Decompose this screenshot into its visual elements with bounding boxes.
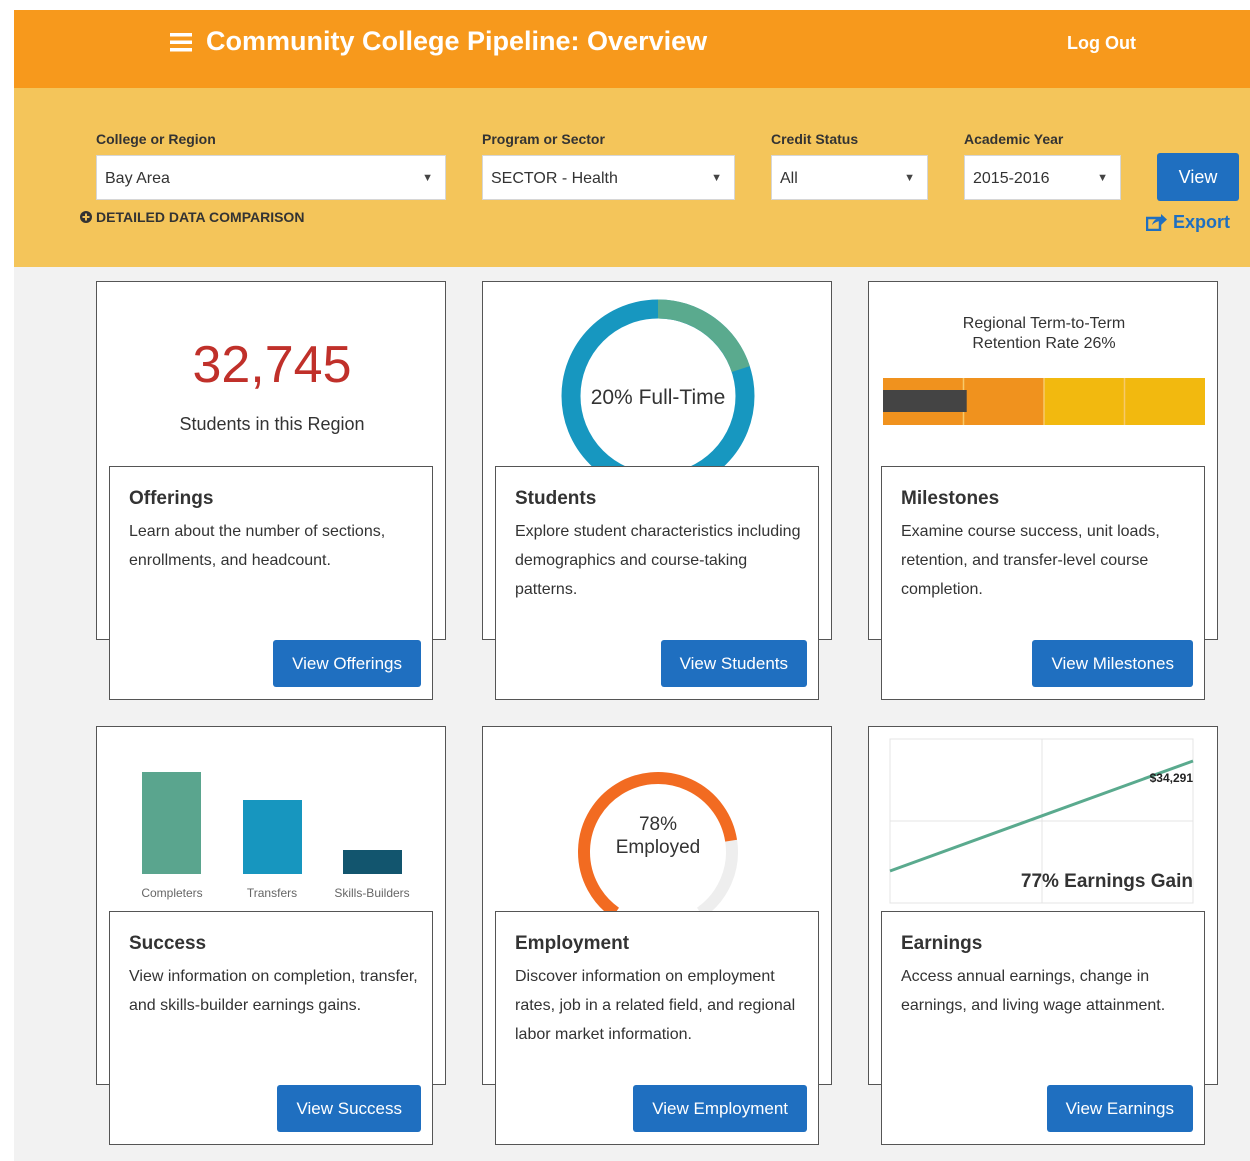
gauge-value (578, 772, 738, 912)
card-panel: Success View information on completion, t… (109, 911, 433, 1145)
gauge-track (696, 839, 738, 912)
card-button[interactable]: View Students (660, 640, 807, 687)
card-visual: Regional Term-to-Term Retention Rate 26% (883, 315, 1205, 425)
gauge-label: 78% Employed (615, 814, 701, 858)
bar-label: Skills-Builders (334, 886, 409, 900)
card-visual: 78% Employed (578, 772, 738, 912)
card-panel: Milestones Examine course success, unit l… (881, 466, 1205, 700)
card-title: Employment (515, 933, 630, 954)
bar-icon (343, 850, 402, 874)
export-icon[interactable] (1146, 213, 1168, 231)
bar-label: Completers (141, 886, 202, 900)
donut-label: 20% Full-Time (591, 386, 726, 409)
menu-icon[interactable] (170, 32, 194, 54)
app-title: Community College Pipeline: Overview (206, 26, 708, 56)
filter-value: 2015-2016 (973, 170, 1050, 187)
chart-title: Regional Term-to-Term Retention Rate 26% (962, 315, 1126, 352)
filter-value: SECTOR - Health (491, 170, 618, 187)
filter-label: Academic Year (964, 131, 1064, 147)
filter-value: Bay Area (105, 170, 170, 187)
card-description: Discover information on employment rates… (515, 968, 796, 1043)
filter-select[interactable]: All ▼ (771, 155, 928, 200)
card-button[interactable]: View Offerings (273, 640, 421, 687)
card-visual: 32,745 Students in this Region (179, 336, 364, 434)
top-bar (14, 10, 1250, 88)
card-button[interactable]: View Employment (633, 1085, 807, 1132)
earnings-caption: 77% Earnings Gain (1021, 871, 1193, 892)
card-panel: Employment Discover information on employ… (495, 911, 819, 1145)
card-visual: Completers Transfers Skills-Builders (141, 772, 410, 900)
card-panel: Offerings Learn about the number of secti… (109, 466, 433, 700)
bar-icon (243, 800, 302, 874)
card-button[interactable]: View Milestones (1032, 640, 1193, 687)
card-title: Success (129, 933, 207, 954)
view-button[interactable]: View (1157, 153, 1239, 201)
caret: ▼ (904, 172, 915, 184)
plus-icon[interactable] (79, 210, 93, 224)
card-panel: Earnings Access annual earnings, change i… (881, 911, 1205, 1145)
donut-segment (657, 299, 750, 373)
chart-title-box: Regional Term-to-Term Retention Rate 26% (962, 315, 1126, 352)
caret: ▼ (1097, 172, 1108, 184)
stat-caption: Students in this Region (179, 414, 364, 434)
card-description: Access annual earnings, change in earnin… (901, 968, 1166, 1014)
filter-label: Program or Sector (482, 131, 605, 147)
caret: ▼ (422, 172, 433, 184)
card-title: Offerings (129, 488, 214, 509)
card-description: Learn about the number of sections, enro… (129, 523, 386, 569)
stat-value: 32,745 (192, 336, 351, 394)
gauge-label-box: 78% Employed (615, 814, 701, 858)
card-title: Students (515, 488, 597, 509)
detailed-comparison-link[interactable]: DETAILED DATA COMPARISON (96, 209, 305, 225)
card-description: Explore student characteristics includin… (515, 523, 801, 598)
filter-label: Credit Status (771, 131, 859, 147)
card-panel: Students Explore student characteristics … (495, 466, 819, 700)
retention-bar (883, 390, 967, 412)
filter-select[interactable]: Bay Area ▼ (96, 155, 446, 200)
earnings-line (889, 759, 1194, 873)
filter-value: All (780, 170, 798, 187)
card-visual: $34,291 77% Earnings Gain (889, 738, 1194, 904)
card-visual: 20% Full-Time (561, 299, 755, 467)
filter-select[interactable]: SECTOR - Health ▼ (482, 155, 735, 200)
filter-select[interactable]: 2015-2016 ▼ (964, 155, 1121, 200)
card-title: Milestones (901, 488, 1000, 509)
card-description: View information on completion, transfer… (129, 968, 418, 1014)
caret: ▼ (711, 172, 722, 184)
export-link[interactable]: Export (1173, 212, 1231, 232)
card-button[interactable]: View Earnings (1046, 1085, 1193, 1132)
card-description: Examine course success, unit loads, rete… (901, 523, 1160, 598)
card-title: Earnings (901, 933, 983, 954)
line-label: $34,291 (1150, 771, 1194, 785)
card-button[interactable]: View Success (277, 1085, 421, 1132)
filter-label: College or Region (96, 131, 216, 147)
bar-icon (142, 772, 201, 874)
bar-label: Transfers (247, 886, 297, 900)
logout-link[interactable]: Log Out (1067, 33, 1136, 53)
